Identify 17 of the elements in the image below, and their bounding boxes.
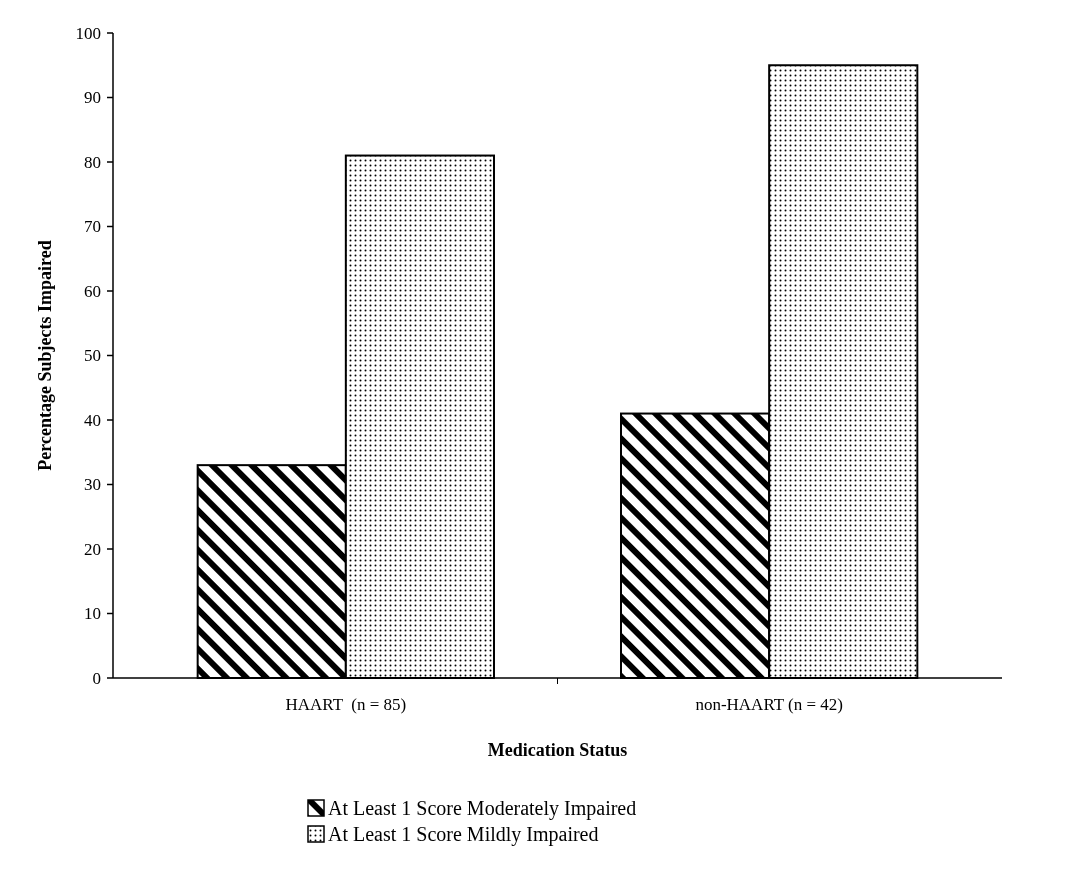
y-tick-label: 90: [84, 88, 101, 108]
y-tick-label: 0: [92, 668, 101, 688]
x-axis-title: Medication Status: [487, 740, 628, 760]
y-tick-label: 80: [84, 152, 101, 172]
y-tick-label: 10: [84, 604, 101, 624]
y-tick-label: 60: [84, 281, 101, 301]
y-axis-title: Percentage Subjects Impaired: [35, 240, 55, 471]
y-tick-label: 70: [84, 217, 101, 237]
x-tick-label: non-HAART (n = 42): [695, 695, 843, 714]
x-tick-label: HAART (n = 85): [285, 695, 407, 714]
y-tick-label: 40: [84, 410, 101, 430]
legend-label: At Least 1 Score Mildly Impaired: [328, 823, 599, 846]
y-tick-label: 100: [75, 23, 101, 43]
y-tick-label: 20: [84, 539, 101, 559]
legend-label: At Least 1 Score Moderately Impaired: [328, 797, 637, 820]
y-tick-label: 50: [84, 346, 101, 366]
y-tick-label: 30: [84, 475, 101, 495]
